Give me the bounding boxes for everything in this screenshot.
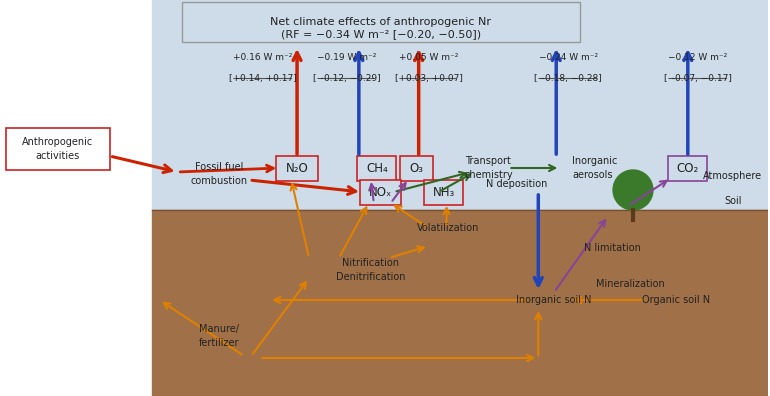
Text: Manure/
fertilizer: Manure/ fertilizer [199,324,239,348]
Text: Fossil fuel
combustion: Fossil fuel combustion [191,162,248,186]
Text: −0.19 W m⁻²: −0.19 W m⁻² [317,53,377,62]
FancyBboxPatch shape [668,156,708,181]
Text: [+0.03, +0.07]: [+0.03, +0.07] [395,74,463,83]
Text: Net climate effects of anthropogenic Nr: Net climate effects of anthropogenic Nr [270,17,491,27]
Text: CO₂: CO₂ [677,162,699,175]
Text: NH₃: NH₃ [433,185,455,198]
Text: Inorganic soil N: Inorganic soil N [517,295,592,305]
Circle shape [613,170,653,210]
FancyBboxPatch shape [400,156,433,181]
Text: Nitrification
Denitrification: Nitrification Denitrification [336,259,406,282]
Text: −0.24 W m⁻²: −0.24 W m⁻² [539,53,598,62]
Text: [−0.18, −0.28]: [−0.18, −0.28] [534,74,602,83]
Text: Inorganic
aerosols: Inorganic aerosols [572,156,618,180]
Text: Mineralization: Mineralization [596,279,665,289]
Bar [0,0,152,396]
Text: N limitation: N limitation [584,243,641,253]
FancyBboxPatch shape [182,2,580,42]
Text: N deposition: N deposition [486,179,547,189]
FancyBboxPatch shape [276,156,319,181]
Text: N₂O: N₂O [286,162,309,175]
Text: [+0.14, +0.17]: [+0.14, +0.17] [229,74,297,83]
FancyBboxPatch shape [6,128,109,170]
FancyBboxPatch shape [360,179,401,204]
Text: NOₓ: NOₓ [369,185,393,198]
FancyBboxPatch shape [357,156,397,181]
Text: Soil: Soil [724,196,742,206]
Text: Transport
chemistry: Transport chemistry [464,156,513,180]
Text: [−0.07, −0.17]: [−0.07, −0.17] [664,74,732,83]
Text: (RF = −0.34 W m⁻² [−0.20, −0.50]): (RF = −0.34 W m⁻² [−0.20, −0.50]) [281,29,480,39]
Bar [152,0,768,210]
Text: CH₄: CH₄ [366,162,387,175]
FancyBboxPatch shape [424,179,463,204]
Text: [−0.12, −0.29]: [−0.12, −0.29] [313,74,380,83]
Text: Organic soil N: Organic soil N [641,295,710,305]
Text: O₃: O₃ [410,162,424,175]
Text: +0.16 W m⁻²: +0.16 W m⁻² [233,53,293,62]
Text: −0.12 W m⁻²: −0.12 W m⁻² [668,53,728,62]
Text: Volatilization: Volatilization [417,223,480,233]
Text: Anthropogenic
activities: Anthropogenic activities [22,137,93,161]
Text: +0.05 W m⁻²: +0.05 W m⁻² [399,53,458,62]
Bar [152,210,768,396]
Text: Atmosphere: Atmosphere [703,171,762,181]
